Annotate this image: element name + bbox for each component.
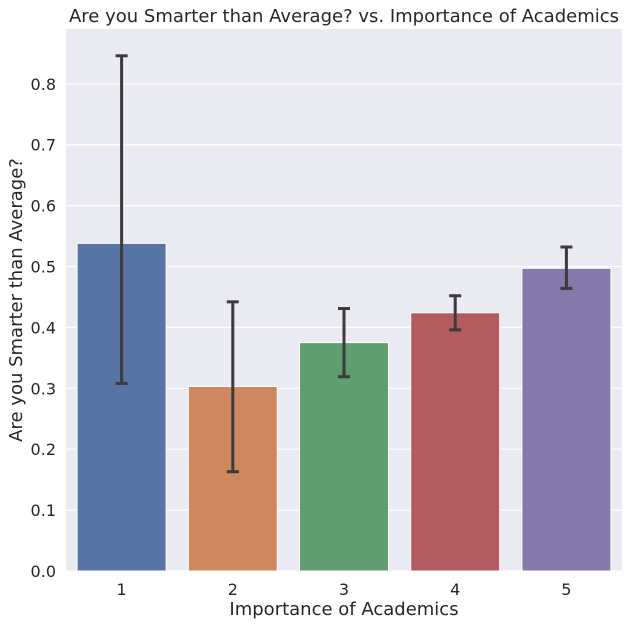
y-tick-label: 0.4	[31, 318, 56, 337]
error-bar	[449, 294, 462, 332]
y-tick-label: 0.6	[31, 197, 56, 216]
y-tick-label: 0.3	[31, 379, 56, 398]
x-tick-labels: 1 2 3 4 5	[117, 580, 572, 599]
error-bar	[338, 307, 350, 379]
error-bars	[115, 54, 573, 474]
x-tick-label: 4	[450, 580, 460, 599]
error-bar	[226, 300, 239, 474]
y-tick-label: 0.1	[31, 501, 56, 520]
y-tick-label: 0.8	[31, 75, 56, 94]
x-tick-label: 2	[228, 580, 238, 599]
x-axis-label: Importance of Academics	[229, 599, 458, 620]
y-tick-label: 0.2	[31, 440, 56, 459]
bar	[521, 267, 612, 572]
error-bar	[560, 245, 573, 290]
x-tick-label: 3	[339, 580, 349, 599]
error-bar	[115, 54, 128, 385]
y-tick-label: 0.7	[31, 136, 56, 155]
chart-title: Are you Smarter than Average? vs. Import…	[69, 6, 619, 27]
y-axis-label: Are you Smarter than Average?	[6, 158, 27, 442]
y-tick-label: 0.5	[31, 258, 56, 277]
x-tick-label: 5	[561, 580, 571, 599]
x-tick-label: 1	[117, 580, 127, 599]
y-tick-label: 0.0	[31, 562, 56, 581]
bar	[410, 312, 501, 572]
y-tick-labels: 0.0 0.1 0.2 0.3 0.4 0.5 0.6 0.7 0.8	[31, 75, 56, 581]
